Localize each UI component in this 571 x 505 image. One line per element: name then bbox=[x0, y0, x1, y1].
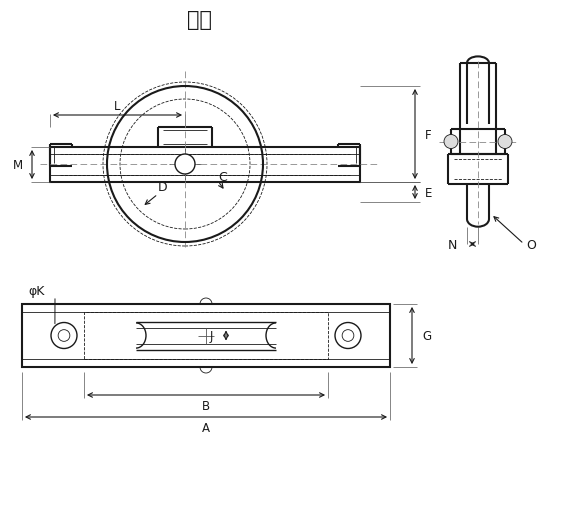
Text: J: J bbox=[210, 329, 212, 342]
Text: G: G bbox=[422, 329, 431, 342]
Text: C: C bbox=[219, 170, 227, 183]
Text: O: O bbox=[526, 238, 536, 251]
Text: B: B bbox=[202, 399, 210, 412]
Text: F: F bbox=[425, 128, 432, 141]
Text: 丸型: 丸型 bbox=[187, 10, 212, 30]
Text: N: N bbox=[448, 238, 457, 251]
Bar bbox=[22, 305, 390, 367]
Circle shape bbox=[175, 155, 195, 175]
Text: L: L bbox=[114, 99, 120, 112]
Circle shape bbox=[444, 135, 458, 149]
Text: A: A bbox=[202, 421, 210, 434]
Text: D: D bbox=[158, 180, 168, 193]
Text: M: M bbox=[13, 159, 23, 172]
Bar bbox=[50, 147, 360, 183]
Circle shape bbox=[498, 135, 512, 149]
Bar bbox=[84, 313, 328, 359]
Text: E: E bbox=[425, 186, 432, 199]
Text: φK: φK bbox=[28, 285, 45, 298]
